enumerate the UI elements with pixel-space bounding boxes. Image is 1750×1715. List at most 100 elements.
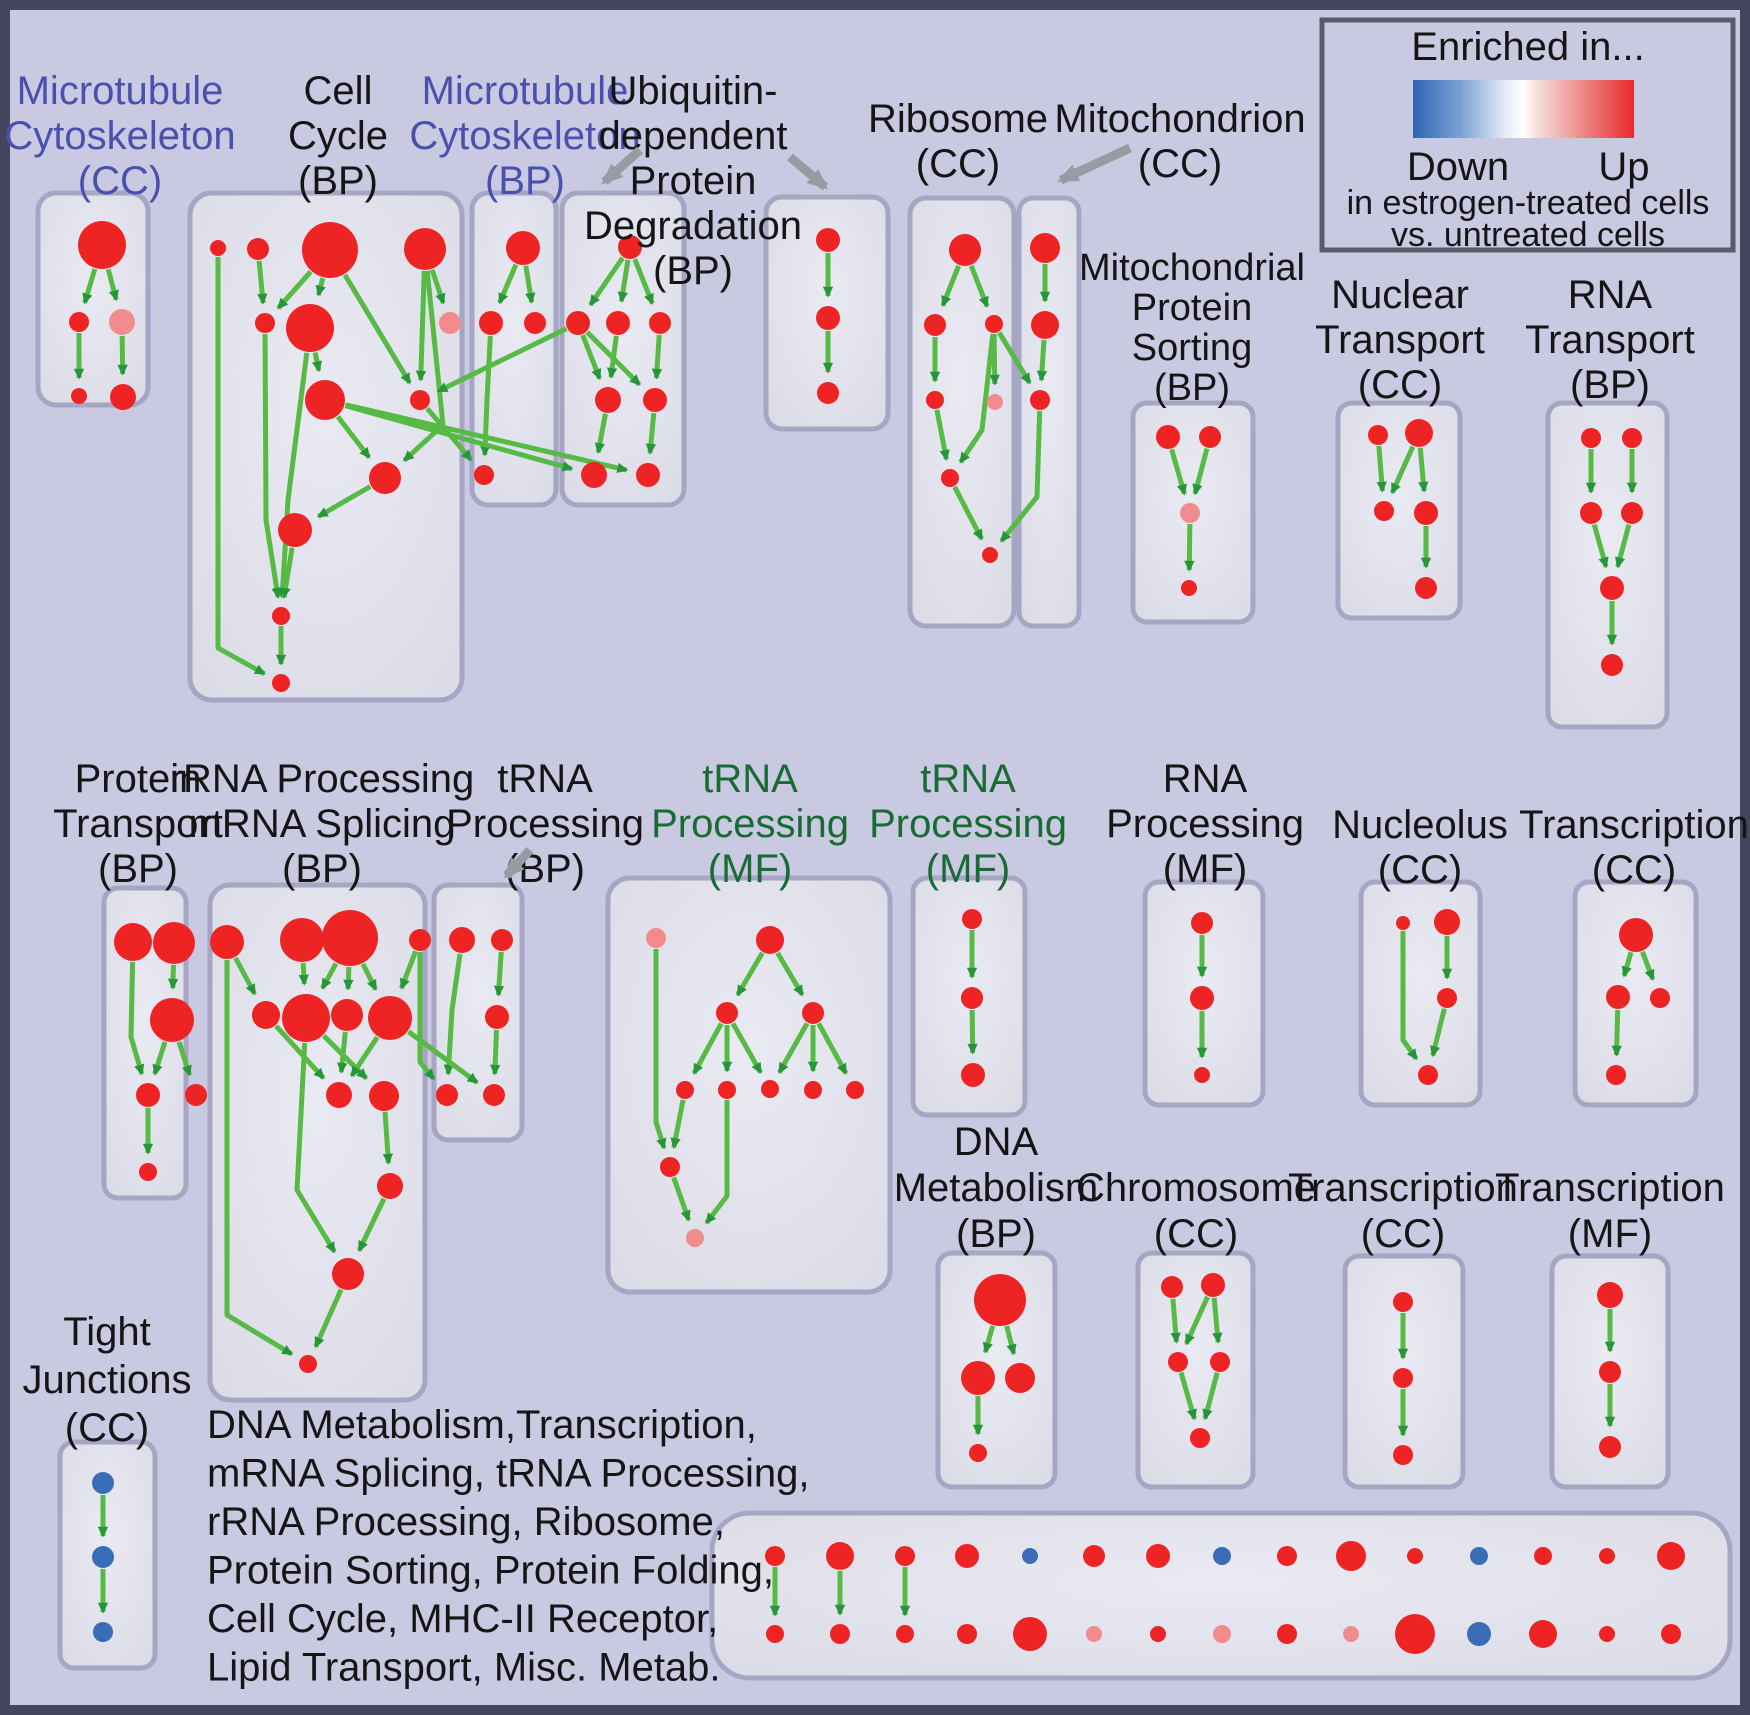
term-node-r7 (982, 547, 998, 563)
cluster-label-ubiquitin-degradation: Ubiquitin-dependent Protein Degradation (BP… (584, 69, 802, 293)
term-node-bb4 (957, 1624, 977, 1644)
edge-arrow (313, 1288, 344, 1349)
term-node-b2 (92, 1546, 114, 1568)
term-node-g4 (802, 1002, 824, 1024)
edge-arrow (337, 1031, 348, 1074)
term-node-g2 (756, 926, 784, 954)
cluster-label-microtubule-bp: Microtubule Cytoskeleton (BP) (409, 69, 640, 203)
term-node-c8 (305, 380, 345, 420)
term-node-bt3 (895, 1546, 915, 1566)
term-node-e4 (1210, 1352, 1230, 1372)
term-node-z1 (449, 927, 475, 953)
term-node-n5 (1415, 577, 1437, 599)
edge-arrow (1169, 448, 1187, 496)
term-node-c2 (247, 238, 269, 260)
term-node-bb1 (766, 1625, 784, 1643)
term-node-bb9 (1277, 1624, 1297, 1644)
term-node-v2 (816, 306, 840, 330)
cluster-box-protein-transport (101, 885, 189, 1201)
edge-arrow (436, 326, 568, 394)
cluster-box-mitochondrion (1016, 195, 1082, 629)
edge-arrow (1184, 523, 1195, 572)
term-node-v1 (816, 228, 840, 252)
term-node-a5 (110, 384, 136, 410)
term-node-c10 (369, 462, 401, 494)
term-node-bt5 (1022, 1548, 1038, 1564)
cluster-label-trna-processing-bp: tRNA Processing (BP) (446, 757, 644, 891)
edge-arrow (1036, 339, 1048, 382)
term-node-r6 (941, 469, 959, 487)
term-node-f2 (1393, 1368, 1413, 1388)
term-node-bt8 (1213, 1547, 1231, 1565)
term-node-g10 (660, 1157, 680, 1177)
edge-arrow (1389, 445, 1416, 495)
ubiquitin-left-pointer-arrow (601, 146, 643, 186)
cluster-label-rna-transport: RNA Transport (BP) (1525, 273, 1695, 407)
term-node-z4 (436, 1084, 458, 1106)
cluster-box-nuclear-transport (1335, 400, 1463, 621)
term-node-s8 (368, 996, 412, 1040)
term-node-i2 (1190, 986, 1214, 1010)
term-node-s6 (282, 994, 330, 1042)
term-node-g3 (716, 1002, 738, 1024)
edge-arrow (1615, 523, 1632, 569)
edge-arrow (316, 484, 372, 519)
edge-arrow (1621, 951, 1634, 978)
edge-arrow (356, 1197, 387, 1253)
cluster-label-rna-processing-mf: RNA Processing (MF) (1106, 757, 1304, 891)
term-node-n4 (1414, 501, 1438, 525)
term-node-bt12 (1470, 1547, 1488, 1565)
term-node-c6 (255, 313, 275, 333)
edge-arrow (1184, 1295, 1210, 1346)
term-node-k3 (1650, 988, 1670, 1008)
term-node-h3 (961, 1063, 985, 1087)
cluster-box-dna-metabolism (935, 1250, 1058, 1490)
edge-arrow (704, 1100, 730, 1225)
term-node-n1 (1368, 425, 1388, 445)
term-node-bt15 (1657, 1542, 1685, 1570)
term-node-c12 (272, 607, 290, 625)
cluster-label-ribosome: Ribosome (CC) (868, 97, 1048, 186)
mitochondrion-pointer-arrow (1057, 143, 1132, 185)
term-node-g5 (676, 1081, 694, 1099)
edge-arrow (999, 410, 1043, 543)
edge-arrow (1211, 1297, 1223, 1344)
term-node-i3 (1194, 1067, 1210, 1083)
term-node-r3 (985, 315, 1003, 333)
term-node-j4 (1418, 1065, 1438, 1085)
term-node-p4 (1181, 580, 1197, 596)
term-node-s3 (322, 910, 378, 966)
edge-arrow (730, 1022, 763, 1074)
term-node-i1 (1191, 912, 1213, 934)
edge-arrow (82, 268, 98, 305)
cluster-label-mitochondrion: Mitochondrion (CC) (1054, 97, 1305, 186)
edge-arrow (105, 268, 119, 302)
term-node-c11 (278, 513, 312, 547)
edge-arrow (343, 966, 354, 991)
edge-arrow (1640, 950, 1656, 981)
edge-arrow (816, 1022, 849, 1075)
edge-arrow (982, 1325, 996, 1354)
term-node-u1 (618, 235, 642, 259)
cluster-label-microtubule-cc: Microtubule Cytoskeleton (CC) (4, 69, 235, 203)
term-node-s13 (299, 1355, 317, 1373)
edge-arrow (775, 951, 805, 997)
term-node-k4 (1606, 1065, 1626, 1085)
term-node-a4 (71, 388, 87, 404)
edge-arrow (415, 270, 427, 382)
term-node-c7 (286, 304, 334, 352)
cluster-box-microtubule-bp (469, 190, 559, 508)
cluster-label-mitochondrial-protein-sorting: Mitochondrial Protein Sorting (BP) (1079, 247, 1305, 409)
legend-title: Enriched in... (1411, 25, 1644, 69)
term-node-o1 (1597, 1282, 1623, 1308)
edge-arrow (342, 273, 412, 385)
cluster-box-misc-strip (709, 1510, 1733, 1681)
cluster-box-transcription-cc-upper (1572, 879, 1699, 1108)
term-node-c4 (404, 228, 446, 270)
term-node-bt9 (1277, 1546, 1297, 1566)
edge-arrow (233, 956, 257, 996)
term-node-q5 (1600, 576, 1624, 600)
cluster-label-transcription-cc-lower: Transcription (CC) (1288, 1166, 1518, 1256)
term-node-g1 (646, 928, 666, 948)
